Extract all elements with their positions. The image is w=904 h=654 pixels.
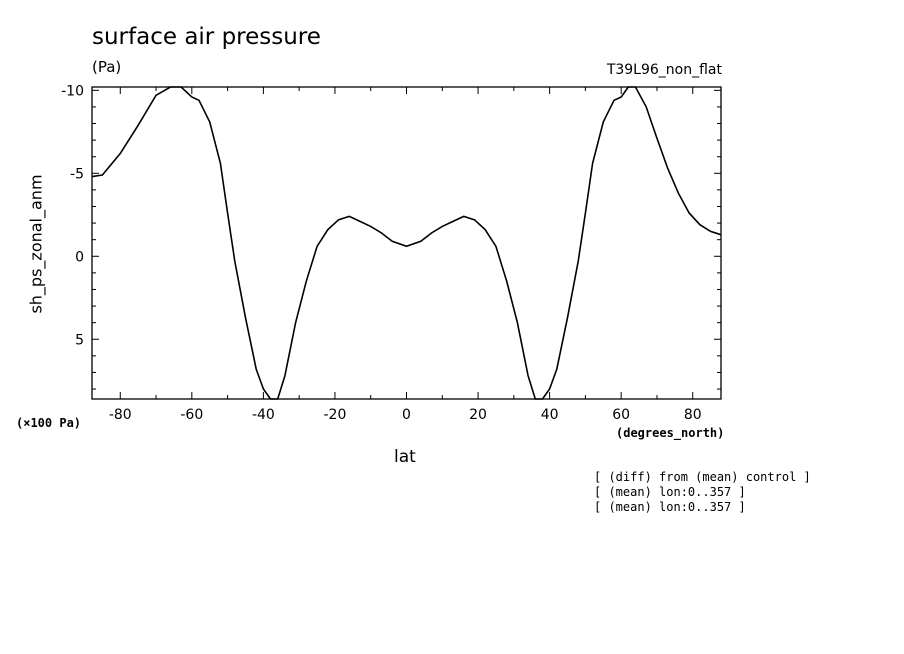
y-tick-label: -5: [70, 166, 84, 182]
x-axis-label: lat: [394, 447, 416, 467]
x-tick-label: 80: [684, 407, 702, 423]
x-tick-label: 0: [402, 407, 411, 423]
plot-frame: [91, 86, 722, 400]
series-line: [91, 86, 722, 400]
x-tick-label: 20: [469, 407, 487, 423]
axis-tick-labels: -80 -60 -40 -20 0 20 40 60 80 -10 -5 0 5: [61, 83, 702, 423]
y-tick-label: 5: [75, 332, 84, 348]
axis-ticks: [92, 87, 721, 399]
x-tick-label: -60: [180, 407, 203, 423]
run-label: T39L96_non_flat: [606, 62, 722, 78]
x-tick-label: -80: [109, 407, 132, 423]
note-line: [ (diff) from (mean) control ]: [594, 470, 811, 484]
note-line: [ (mean) lon:0..357 ]: [594, 485, 746, 499]
annotation-notes: [ (diff) from (mean) control ] [ (mean) …: [594, 470, 811, 515]
chart-units: (Pa): [92, 58, 122, 76]
x-tick-label: -20: [324, 407, 347, 423]
note-line: [ (mean) lon:0..357 ]: [594, 500, 746, 514]
y-tick-label: -10: [61, 83, 84, 99]
x-tick-label: -40: [252, 407, 275, 423]
y-tick-label: 0: [75, 249, 84, 265]
chart-title: surface air pressure: [92, 24, 321, 50]
x-tick-label: 40: [541, 407, 559, 423]
x-axis-units: (degrees_north): [616, 426, 725, 440]
y-scale-note: (×100 Pa): [16, 416, 82, 430]
x-tick-label: 60: [612, 407, 630, 423]
